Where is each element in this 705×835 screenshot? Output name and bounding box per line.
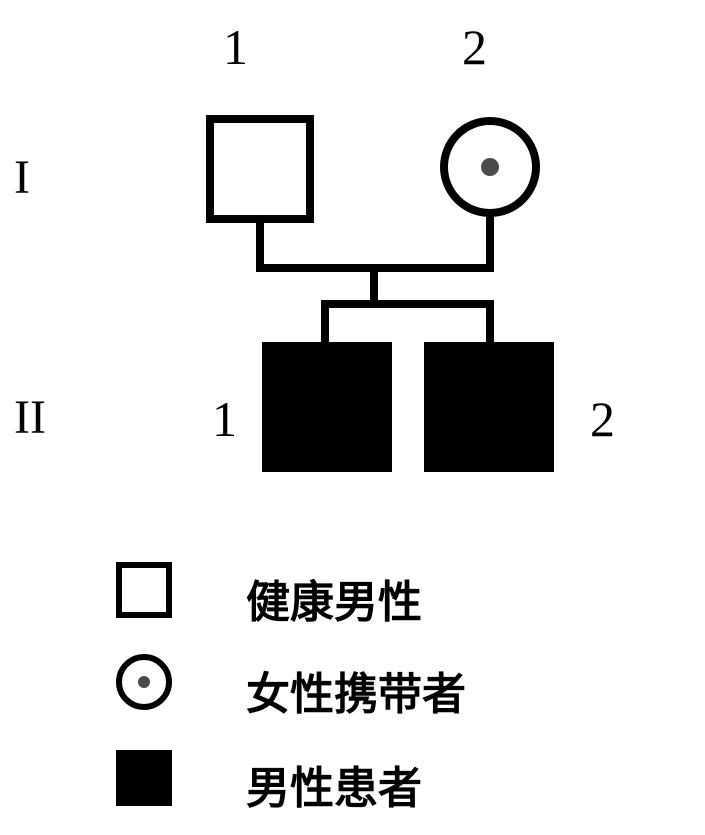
- generation-label-I: I: [14, 150, 30, 205]
- individual-label-II-1: 1: [212, 390, 237, 448]
- legend-label-affected-male: 男性患者: [246, 752, 422, 816]
- legend-label-female-carrier: 女性携带者: [246, 658, 466, 722]
- legend-symbol-affected-male: [116, 750, 172, 806]
- individual-II-1-affected-male: [262, 342, 392, 472]
- line-child2-drop: [486, 300, 494, 344]
- generation-label-II: II: [14, 390, 46, 445]
- legend-label-healthy-male: 健康男性: [246, 566, 422, 630]
- line-sibship: [321, 300, 494, 308]
- pedigree-canvas: I II 1 2 1 2 健康男性 女性携带者 男性患者: [0, 0, 705, 835]
- individual-label-I-2: 2: [462, 18, 487, 76]
- legend-symbol-healthy-male: [116, 562, 172, 618]
- individual-II-2-affected-male: [424, 342, 554, 472]
- individual-I-1-healthy-male: [206, 115, 314, 223]
- individual-label-II-2: 2: [590, 390, 615, 448]
- line-child1-drop: [321, 300, 329, 344]
- legend-carrier-dot: [138, 676, 150, 688]
- individual-label-I-1: 1: [223, 18, 248, 76]
- carrier-dot-I-2: [481, 158, 499, 176]
